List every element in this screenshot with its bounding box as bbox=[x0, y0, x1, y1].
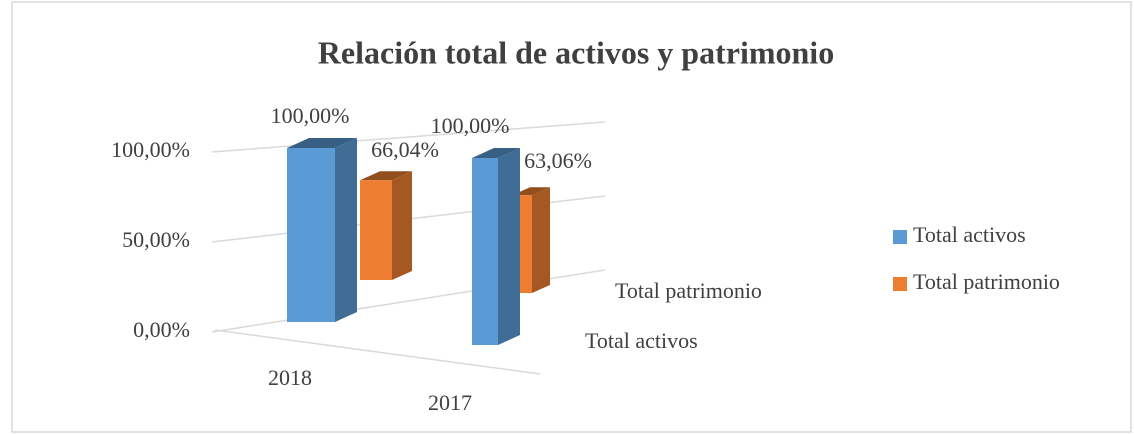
data-label: 63,06% bbox=[524, 148, 592, 173]
data-label: 100,00% bbox=[431, 113, 510, 138]
bar-top bbox=[472, 148, 520, 158]
y-tick-label: 0,00% bbox=[133, 317, 190, 342]
data-label: 100,00% bbox=[271, 103, 350, 128]
x-tick-label: 2018 bbox=[268, 365, 312, 390]
bar bbox=[472, 158, 498, 345]
x-tick-label: 2017 bbox=[428, 390, 472, 415]
bar-side bbox=[392, 171, 412, 280]
floor-edge bbox=[214, 329, 541, 375]
chart-frame bbox=[11, 1, 1132, 433]
bar-top bbox=[287, 138, 357, 148]
legend-swatch bbox=[893, 230, 907, 244]
y-tick-label: 50,00% bbox=[122, 227, 190, 252]
bar bbox=[287, 148, 335, 322]
bar bbox=[360, 180, 392, 280]
bar-top bbox=[512, 187, 550, 196]
depth-label: Total activos bbox=[585, 328, 698, 353]
grid-line bbox=[211, 121, 606, 153]
legend-swatch bbox=[893, 277, 907, 291]
chart-title: Relación total de activos y patrimonio bbox=[318, 34, 834, 70]
bar-top bbox=[360, 171, 412, 181]
bar-side bbox=[498, 148, 520, 345]
bar-side bbox=[532, 187, 550, 293]
depth-label: Total patrimonio bbox=[615, 278, 762, 303]
y-tick-label: 100,00% bbox=[111, 137, 190, 162]
legend-label: Total patrimonio bbox=[913, 269, 1060, 294]
bar-side bbox=[335, 138, 357, 322]
data-label: 66,04% bbox=[371, 137, 439, 162]
legend-label: Total activos bbox=[913, 222, 1026, 247]
